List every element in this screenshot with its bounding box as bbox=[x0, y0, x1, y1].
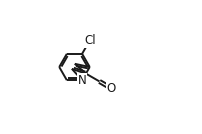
Text: N: N bbox=[78, 74, 86, 87]
Text: O: O bbox=[107, 82, 116, 95]
Text: Cl: Cl bbox=[84, 34, 96, 47]
